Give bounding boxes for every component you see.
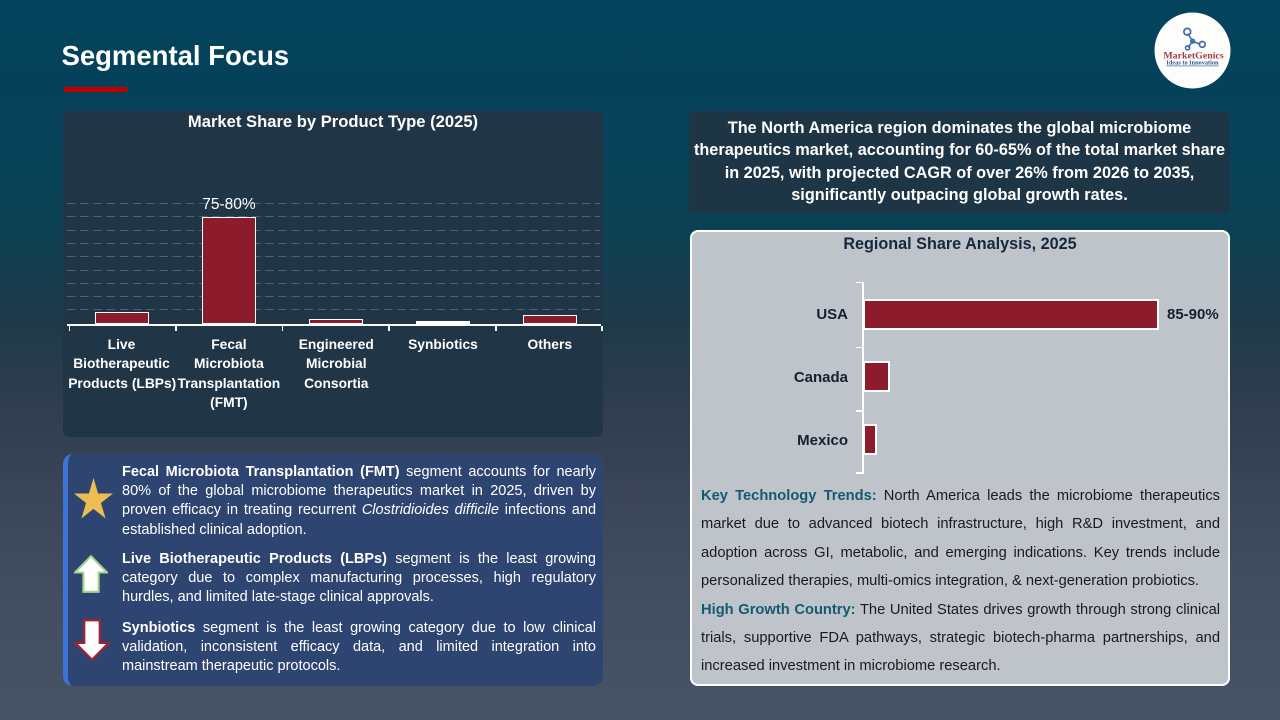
svg-text:MarketGenics: MarketGenics [1163, 51, 1223, 62]
svg-text:Ideas to Innovation: Ideas to Innovation [1166, 60, 1219, 67]
